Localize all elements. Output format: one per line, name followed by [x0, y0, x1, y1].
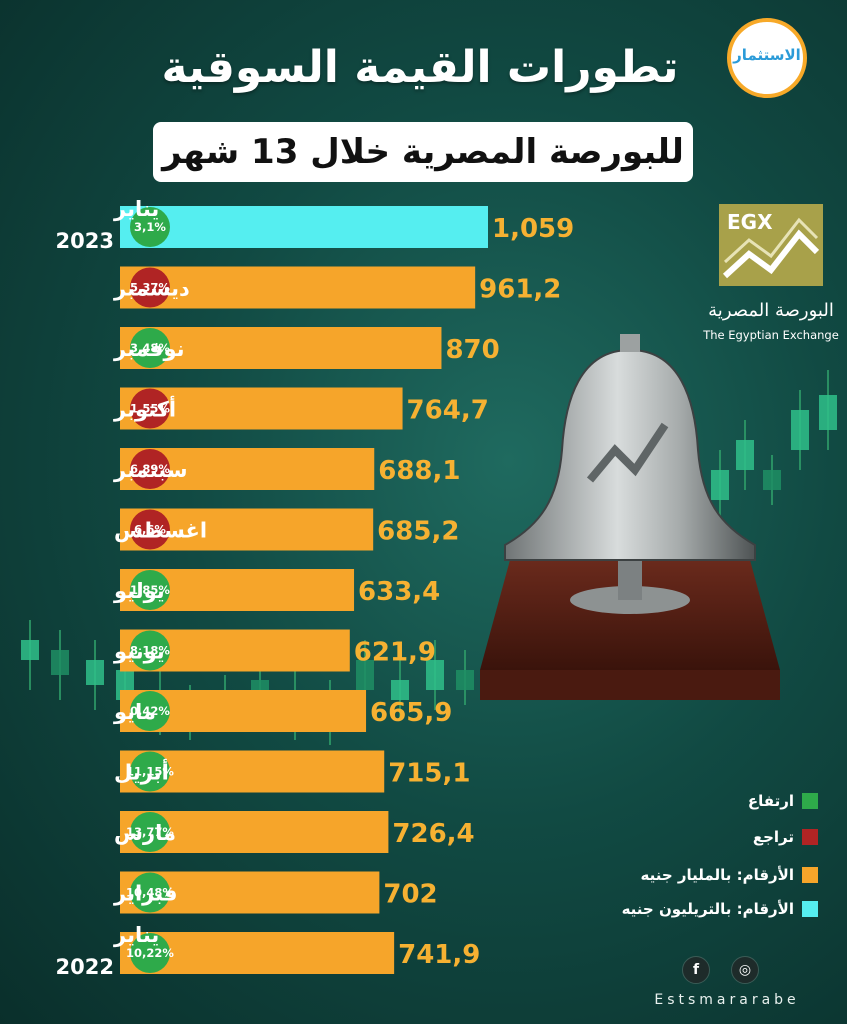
legend-swatch-down — [802, 829, 818, 845]
value-label: 702 — [383, 880, 437, 910]
change-label: 10,22% — [126, 946, 174, 960]
value-label: 685,2 — [377, 517, 459, 547]
change-badge-up — [130, 812, 170, 852]
candle-body — [426, 660, 444, 690]
month-label: يوليو — [113, 579, 165, 603]
change-label: 8,18% — [130, 644, 170, 658]
candle-body — [356, 660, 374, 690]
change-label: 0,42% — [130, 704, 170, 718]
legend-swatch-billion — [802, 867, 818, 883]
candle-body — [791, 410, 809, 450]
month-label: اغسطس — [114, 519, 207, 543]
legend-item-down: تراجع — [600, 826, 818, 848]
year-label: 2022 — [56, 955, 114, 979]
change-label: 6,89% — [130, 462, 170, 476]
value-label: 665,9 — [370, 698, 452, 728]
brand-logo — [727, 18, 807, 98]
value-label: 688,1 — [378, 456, 460, 486]
legend-item-billion: الأرقام: بالمليار جنيه — [600, 864, 818, 886]
change-label: 6,6% — [134, 523, 166, 537]
month-label: فبراير — [113, 882, 178, 906]
candle-body — [736, 440, 754, 470]
change-label: 11,15% — [126, 765, 174, 779]
change-badge-up — [130, 691, 170, 731]
candle-body — [456, 670, 474, 690]
legend-item-trillion: الأرقام: بالتريليون جنيه — [600, 898, 818, 920]
month-label: سبتمبر — [113, 458, 188, 482]
egx-chart-icon — [722, 217, 820, 279]
legend-label-billion: الأرقام: بالمليار جنيه — [640, 866, 794, 884]
value-label: 741,9 — [398, 940, 480, 970]
candle-body — [819, 395, 837, 430]
change-badge-up — [130, 570, 170, 610]
egx-name-arabic: البورصة المصرية — [708, 300, 834, 321]
egx-logo-letters: EGX — [727, 210, 773, 234]
month-label: ديسمبر — [113, 277, 190, 301]
page-title: تطورات القيمة السوقية — [161, 42, 679, 93]
candle-body — [51, 650, 69, 675]
change-badge-down — [130, 449, 170, 489]
change-label: 1,55% — [130, 402, 170, 416]
bar — [120, 327, 442, 369]
brand-logo-text: الاستثمار — [733, 46, 801, 64]
subtitle-box — [153, 122, 693, 182]
change-label: 1,85% — [130, 583, 170, 597]
value-label: 764,7 — [407, 396, 489, 426]
year-label: 2023 — [56, 229, 114, 253]
egx-name-english: The Egyptian Exchange — [703, 328, 839, 342]
change-badge-down — [130, 509, 170, 550]
dribbble-icon[interactable]: ◎ — [731, 956, 759, 984]
value-label: 726,4 — [392, 819, 474, 849]
month-label: أبريل — [114, 758, 169, 785]
month-label: يناير — [113, 923, 159, 947]
change-badge-up — [130, 933, 170, 973]
legend-swatch-trillion — [802, 901, 818, 917]
month-label: يونيو — [113, 640, 165, 664]
change-badge-up — [130, 630, 170, 671]
month-label: نوفمبر — [113, 337, 185, 361]
social-handle: Estsmararabe — [654, 992, 800, 1008]
candle-body — [21, 640, 39, 660]
candle-body — [391, 680, 409, 700]
legend-label-up: ارتفاع — [747, 792, 794, 810]
change-badge-up — [130, 751, 170, 792]
month-label: مارس — [114, 821, 176, 845]
candle-body — [763, 470, 781, 490]
change-label: 10,48% — [126, 886, 174, 900]
month-label: يناير — [113, 197, 159, 221]
change-badge-up — [130, 872, 170, 913]
change-label: 5,37% — [130, 281, 170, 295]
month-label: مايو — [113, 700, 156, 724]
value-label: 715,1 — [388, 759, 470, 789]
value-label: 621,9 — [354, 638, 436, 668]
value-label: 870 — [445, 335, 499, 365]
facebook-icon[interactable]: f — [682, 956, 710, 984]
change-badge-up — [130, 328, 170, 368]
change-badge-up — [130, 207, 170, 247]
bar — [120, 266, 476, 309]
candle-body — [711, 470, 729, 500]
change-label: 13,77% — [126, 825, 174, 839]
change-label: 3,48% — [130, 341, 170, 355]
candle-body — [86, 660, 104, 685]
page-subtitle: للبورصة المصرية خلال 13 شهر — [162, 132, 684, 172]
legend-swatch-up — [802, 793, 818, 809]
market-cap-bar-chart: 3,1% 1,059 2023 يناير 5,37% 961,2 ديسمبر 3,48% 8… — [56, 197, 575, 979]
change-badge-down — [130, 267, 170, 308]
bell-illustration — [480, 334, 780, 700]
change-badge-down — [130, 388, 170, 429]
legend-label-trillion: الأرقام: بالتريليون جنيه — [621, 900, 794, 918]
month-label: أكتوبر — [113, 395, 176, 422]
egx-logo — [719, 204, 823, 286]
legend-label-down: تراجع — [752, 828, 794, 846]
value-label: 633,4 — [358, 577, 440, 607]
value-label: 961,2 — [479, 275, 561, 305]
legend-item-up: ارتفاع — [600, 790, 818, 812]
bars-layer: 3,1% 1,059 2023 يناير 5,37% 961,2 ديسمبر 3,48% 8… — [56, 197, 575, 979]
bar — [120, 206, 488, 248]
change-label: 3,1% — [134, 220, 166, 234]
value-label: 1,059 — [492, 214, 574, 244]
